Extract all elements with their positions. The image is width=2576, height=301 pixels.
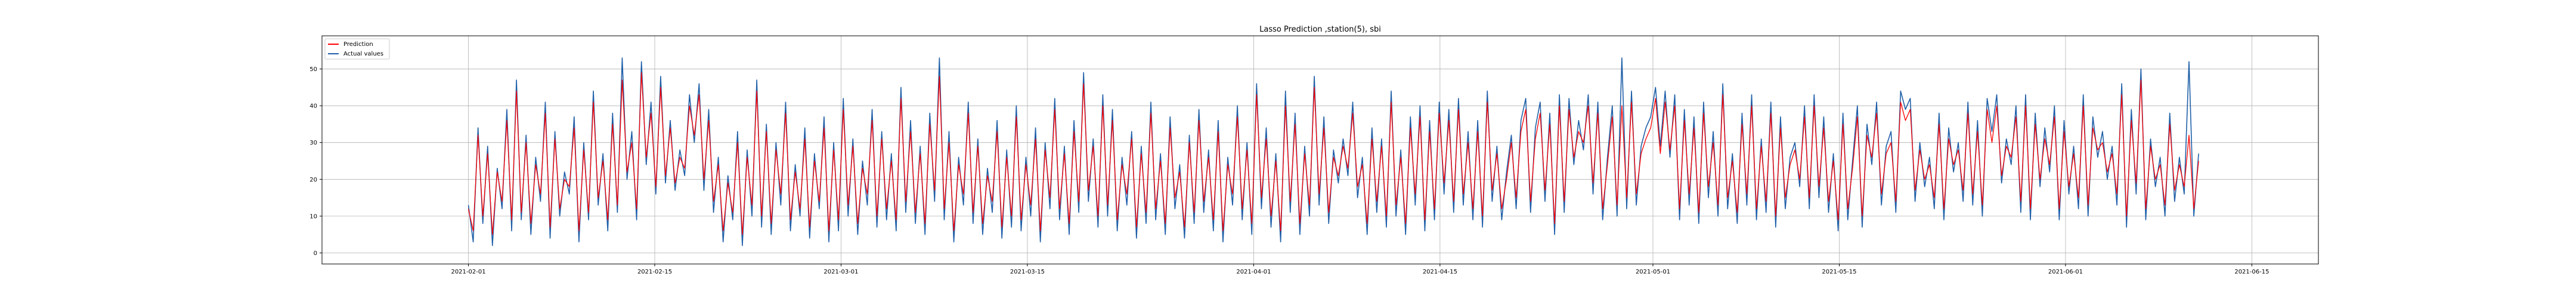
series-line-prediction — [467, 72, 2199, 235]
x-tick-label: 2021-02-15 — [637, 269, 672, 275]
x-tick-label: 2021-06-01 — [2048, 269, 2083, 275]
y-axis: 0 10 20 30 40 50 — [309, 66, 322, 257]
x-tick-label: 2021-04-01 — [1236, 269, 1271, 275]
y-tick-label: 50 — [309, 66, 317, 73]
chart-title: Lasso Prediction ,station(5), sbi — [1259, 25, 1381, 34]
y-tick-label: 20 — [309, 177, 317, 183]
x-tick-label: 2021-02-01 — [451, 269, 485, 275]
x-tick-label: 2021-03-01 — [823, 269, 858, 275]
x-tick-label: 2021-04-15 — [1423, 269, 1457, 275]
legend-box — [324, 38, 390, 60]
y-tick-label: 10 — [309, 213, 317, 220]
x-axis: 2021-02-01 2021-02-15 2021-03-01 2021-03-15… — [451, 264, 2269, 275]
x-tick-label: 2021-03-15 — [1010, 269, 1045, 275]
x-tick-label: 2021-05-15 — [1822, 269, 1856, 275]
x-tick-label: 2021-06-15 — [2234, 269, 2269, 275]
y-tick-label: 40 — [309, 103, 317, 110]
legend: Prediction Actual values — [324, 38, 390, 60]
y-tick-label: 0 — [314, 250, 317, 257]
legend-label-actual-values: Actual values — [343, 51, 383, 57]
y-tick-label: 30 — [309, 140, 317, 146]
chart-series — [467, 57, 2199, 246]
plot-area — [321, 35, 2319, 265]
legend-label-prediction: Prediction — [343, 41, 373, 48]
series-line-actual-values — [467, 57, 2199, 246]
x-tick-label: 2021-05-01 — [1636, 269, 1670, 275]
